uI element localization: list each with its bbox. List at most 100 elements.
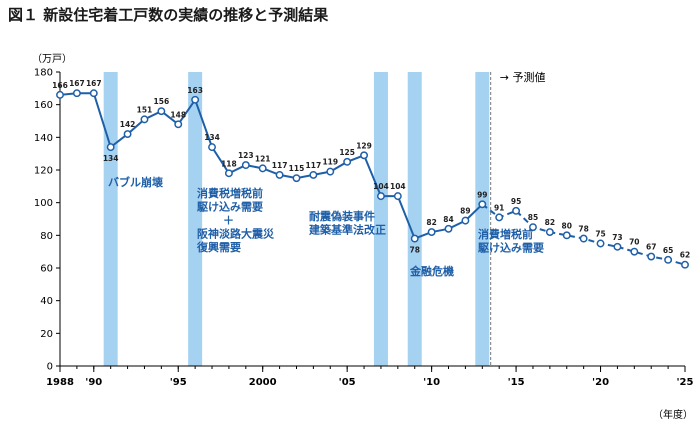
data-point (630, 247, 639, 256)
data-value-label: 121 (255, 154, 271, 163)
data-point (461, 216, 470, 225)
data-point (529, 223, 537, 232)
data-value-label: 115 (289, 164, 305, 173)
data-point (681, 260, 689, 269)
shaded-period-band (188, 72, 203, 366)
y-tick-label: 80 (40, 231, 53, 242)
data-point (579, 234, 588, 243)
y-tick-label: 140 (34, 133, 53, 144)
data-value-label: 151 (137, 105, 153, 114)
data-point (393, 192, 402, 201)
y-tick-label: 60 (40, 264, 53, 275)
data-point (292, 174, 301, 183)
x-tick-label: '95 (170, 377, 187, 388)
data-value-label: 89 (460, 207, 470, 216)
data-point (56, 90, 64, 99)
x-tick-label: 2000 (249, 377, 277, 388)
data-point (596, 239, 605, 248)
data-value-label: 119 (322, 158, 338, 167)
data-value-label: 65 (663, 246, 673, 255)
data-value-label: 85 (528, 213, 538, 222)
data-value-label: 167 (86, 79, 102, 88)
data-point (343, 157, 352, 166)
data-value-label: 91 (494, 203, 504, 212)
data-point (360, 151, 369, 160)
data-point (664, 255, 673, 264)
data-point (157, 107, 166, 116)
data-point (545, 228, 554, 237)
data-point (613, 242, 622, 251)
data-value-label: 148 (170, 110, 186, 119)
data-point (89, 89, 98, 98)
data-point (512, 206, 521, 215)
y-tick-label: 40 (40, 296, 53, 307)
data-point (562, 231, 571, 240)
x-tick-label: '15 (508, 377, 525, 388)
x-tick-label: '05 (339, 377, 356, 388)
shaded-period-annotation: 消費増税前駆け込み需要 (478, 227, 544, 255)
data-point (123, 130, 132, 139)
shaded-period-annotation: 消費税増税前駆け込み需要＋阪神淡路大震災復興需要 (196, 186, 275, 254)
data-value-label: 134 (103, 154, 119, 163)
shaded-period-annotation: 耐震偽装事件建築基準法改正 (309, 209, 386, 237)
data-value-label: 125 (339, 148, 355, 157)
y-tick-label: 100 (34, 198, 53, 209)
data-value-label: 82 (426, 218, 436, 227)
data-value-label: 95 (511, 197, 521, 206)
data-value-label: 117 (306, 161, 322, 170)
forecast-label: → 予測値 (500, 70, 546, 84)
data-value-label: 142 (120, 120, 136, 129)
data-point (140, 115, 149, 124)
data-value-label: 75 (595, 230, 605, 239)
data-point (241, 161, 250, 170)
y-tick-label: 160 (34, 100, 53, 111)
data-value-label: 104 (373, 182, 389, 191)
data-value-label: 73 (612, 233, 622, 242)
data-value-label: 70 (629, 238, 639, 247)
shaded-period-band (103, 72, 118, 366)
data-value-label: 156 (154, 97, 170, 106)
data-value-label: 129 (356, 141, 372, 150)
x-axis-label: （年度） (653, 408, 693, 421)
data-point (72, 89, 81, 98)
data-value-label: 99 (477, 190, 487, 199)
x-tick-label: 1988 (46, 377, 74, 388)
data-value-label: 80 (562, 221, 572, 230)
y-axis-label: （万戸） (32, 53, 72, 65)
data-value-label: 167 (69, 79, 85, 88)
y-tick-label: 20 (40, 329, 53, 340)
data-value-label: 134 (204, 133, 220, 142)
data-point (495, 213, 504, 222)
shaded-period-annotation: バブル崩壊 (108, 175, 164, 189)
data-point (106, 143, 115, 152)
data-point (258, 164, 267, 173)
y-tick-label: 180 (34, 68, 53, 79)
data-point (174, 120, 183, 129)
data-value-label: 123 (238, 151, 254, 160)
x-tick-label: '25 (677, 377, 694, 388)
data-point (208, 143, 216, 152)
data-point (410, 234, 419, 243)
data-value-label: 78 (410, 246, 420, 255)
data-point (376, 192, 385, 201)
data-value-label: 118 (221, 159, 237, 168)
x-tick-label: '90 (85, 377, 102, 388)
data-point (191, 95, 200, 104)
data-point (275, 170, 284, 179)
x-tick-label: '10 (423, 377, 440, 388)
data-value-label: 117 (272, 161, 288, 170)
data-point (309, 170, 318, 179)
data-point (224, 169, 233, 178)
data-point (427, 228, 436, 237)
shaded-period-annotation: 金融危機 (409, 264, 454, 278)
shaded-period-band (475, 72, 490, 366)
data-value-label: 84 (443, 215, 453, 224)
data-value-label: 166 (52, 81, 68, 90)
y-tick-label: 120 (34, 166, 53, 177)
x-tick-label: '20 (592, 377, 609, 388)
data-point (478, 200, 487, 209)
y-tick-label: 0 (47, 362, 53, 373)
data-value-label: 82 (545, 218, 555, 227)
data-point (647, 252, 656, 261)
